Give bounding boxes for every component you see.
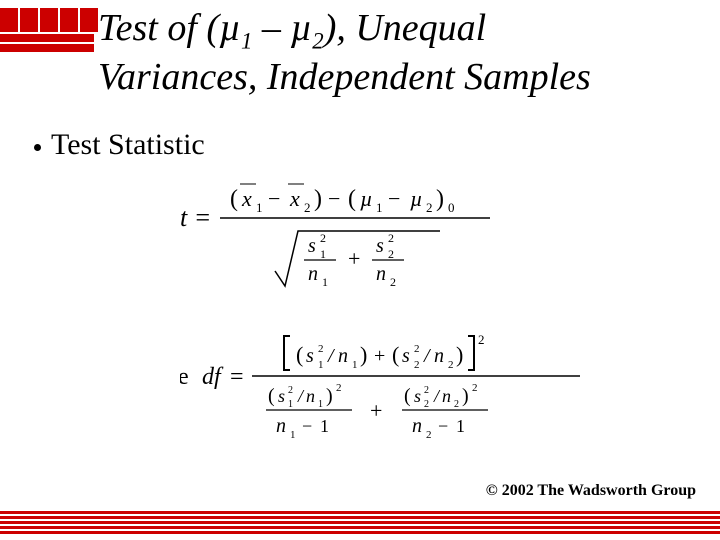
svg-text:1: 1 <box>318 359 324 371</box>
svg-text:(: ( <box>404 385 411 407</box>
t-numerator: ( x 1 − x 2 ) − ( µ 1 − µ <box>230 184 455 215</box>
svg-text:2: 2 <box>424 399 429 410</box>
svg-text:=: = <box>230 364 244 390</box>
bullet-dot-icon <box>34 144 41 151</box>
svg-text:2: 2 <box>388 247 394 261</box>
svg-text:s: s <box>376 235 384 257</box>
svg-text:1: 1 <box>456 416 465 436</box>
df-numerator: ( s 2 1 / n 1 ) + ( s 2 2 / n 2 ) <box>284 332 485 371</box>
title-line2: Variances, Independent Samples <box>98 56 591 98</box>
svg-text:/: / <box>327 345 336 367</box>
svg-text:df: df <box>202 364 224 390</box>
formula-svg: t = ( x 1 − x 2 ) − ( <box>180 166 600 456</box>
svg-text:s: s <box>278 386 285 406</box>
svg-text:1: 1 <box>256 200 263 215</box>
formula-block: t = ( x 1 − x 2 ) − ( <box>180 166 600 456</box>
svg-text:µ: µ <box>410 186 423 211</box>
svg-text:2: 2 <box>426 200 433 215</box>
svg-text:1: 1 <box>352 359 358 371</box>
svg-text:x: x <box>241 186 252 211</box>
svg-text:2: 2 <box>472 382 478 394</box>
svg-text:/: / <box>423 345 432 367</box>
svg-text:s: s <box>308 235 316 257</box>
decor-bar-1 <box>0 34 94 42</box>
svg-text:(: ( <box>392 342 399 367</box>
svg-text:1: 1 <box>322 275 328 289</box>
df-denominator: ( s 2 1 / n 1 ) 2 n 1 − 1 <box>266 382 488 441</box>
svg-text:1: 1 <box>376 200 383 215</box>
copyright-text: © 2002 The Wadsworth Group <box>486 482 696 500</box>
svg-text:): ) <box>326 385 333 407</box>
svg-text:2: 2 <box>288 385 293 396</box>
svg-text:s: s <box>306 345 314 367</box>
svg-text:0: 0 <box>448 200 455 215</box>
where-df-label: where <box>180 364 189 390</box>
svg-text:−: − <box>388 186 400 211</box>
svg-text:(: ( <box>296 342 303 367</box>
svg-text:−: − <box>438 416 448 436</box>
svg-text:2: 2 <box>424 385 429 396</box>
svg-text:1: 1 <box>320 247 326 261</box>
svg-text:+: + <box>374 345 385 367</box>
slide-title: Test of (µ1 – µ2), Unequal Variances, In… <box>98 6 700 101</box>
svg-text:1: 1 <box>320 416 329 436</box>
top-corner-decoration <box>0 8 98 54</box>
svg-text:2: 2 <box>448 359 454 371</box>
svg-text:−: − <box>268 186 280 211</box>
decor-squares <box>0 8 98 32</box>
svg-text:n: n <box>434 345 444 367</box>
title-line1: Test of (µ1 – µ2), Unequal <box>98 7 486 49</box>
svg-text:): ) <box>462 385 469 407</box>
t-denominator: s 2 1 n 1 + s 2 2 n 2 <box>275 231 440 289</box>
svg-text:2: 2 <box>426 429 432 441</box>
svg-text:2: 2 <box>390 275 396 289</box>
bullet-item: Test Statistic <box>34 128 205 162</box>
svg-text:(: ( <box>348 186 356 212</box>
bullet-label: Test Statistic <box>51 128 205 162</box>
svg-text:1: 1 <box>318 399 323 410</box>
svg-text:+: + <box>348 246 360 271</box>
decor-bar-2 <box>0 44 94 52</box>
svg-text:2: 2 <box>318 343 324 355</box>
svg-text:): ) <box>314 186 322 212</box>
svg-text:n: n <box>412 415 422 437</box>
svg-text:2: 2 <box>478 332 485 347</box>
svg-text:n: n <box>308 263 318 285</box>
svg-text:+: + <box>370 398 382 423</box>
t-eq: t = <box>180 203 211 232</box>
svg-text:2: 2 <box>414 359 420 371</box>
svg-text:2: 2 <box>454 399 459 410</box>
svg-text:n: n <box>338 345 348 367</box>
svg-text:n: n <box>442 386 451 406</box>
svg-text:): ) <box>436 186 444 212</box>
svg-text:(: ( <box>230 186 238 212</box>
svg-text:1: 1 <box>290 429 296 441</box>
svg-text:µ: µ <box>360 186 373 211</box>
svg-text:n: n <box>276 415 286 437</box>
svg-text:2: 2 <box>336 382 342 394</box>
svg-text:): ) <box>456 342 463 367</box>
svg-text:/: / <box>433 386 441 406</box>
bottom-stripes <box>0 509 720 534</box>
svg-text:2: 2 <box>320 231 326 245</box>
svg-text:n: n <box>376 263 386 285</box>
svg-text:2: 2 <box>414 343 420 355</box>
svg-text:n: n <box>306 386 315 406</box>
svg-text:/: / <box>297 386 305 406</box>
svg-text:1: 1 <box>288 399 293 410</box>
svg-text:x: x <box>289 186 300 211</box>
svg-text:(: ( <box>268 385 275 407</box>
svg-text:s: s <box>402 345 410 367</box>
svg-text:−: − <box>302 416 312 436</box>
svg-text:−: − <box>328 186 340 211</box>
svg-text:2: 2 <box>388 231 394 245</box>
svg-text:s: s <box>414 386 421 406</box>
svg-text:): ) <box>360 342 367 367</box>
svg-text:2: 2 <box>304 200 311 215</box>
